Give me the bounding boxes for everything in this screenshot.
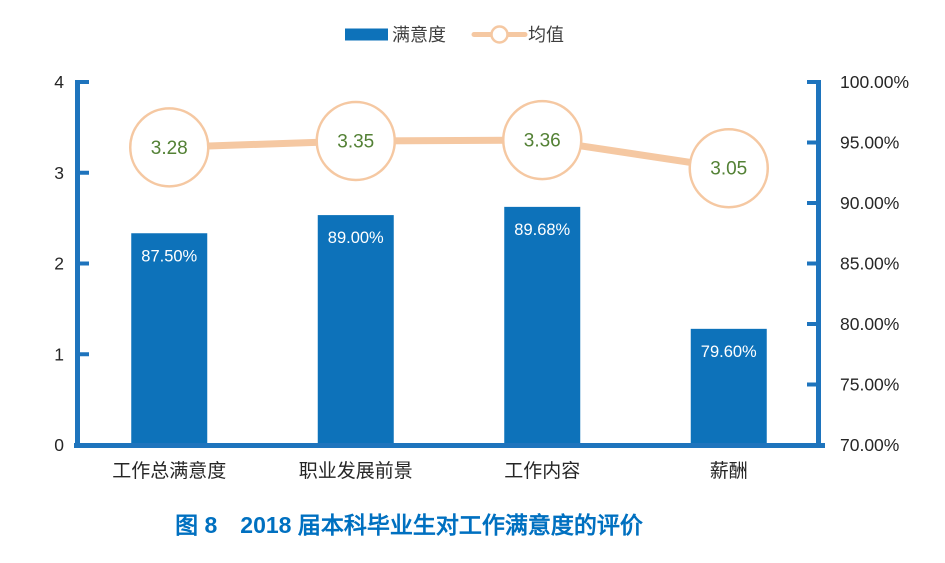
left-axis-tick-label-4: 4: [54, 72, 64, 92]
category-label-1: 职业发展前景: [299, 460, 413, 482]
mean-value-label-1: 3.35: [337, 131, 374, 152]
right-axis-tick-label-80: 80.00%: [840, 314, 899, 334]
category-label-2: 工作内容: [504, 460, 580, 482]
plot-area: 0 1 2 3 4 70.00% 75.00% 80.00% 85.00% 90.00% 95.00…: [54, 72, 909, 482]
mean-marker-3: [688, 127, 769, 209]
bar-value-label-1: 89.00%: [328, 229, 384, 247]
legend-bar-label: 满意度: [392, 25, 446, 45]
bar-value-label-3: 79.60%: [701, 343, 757, 361]
right-axis-tick-label-100: 100.00%: [840, 72, 909, 92]
bar-2: [504, 206, 581, 447]
bar-3: [690, 328, 767, 447]
mean-marker-2: [502, 99, 583, 181]
figure-caption: 图 8 2018 届本科毕业生对工作满意度的评价: [175, 512, 643, 538]
mean-value-label-0: 3.28: [151, 138, 188, 159]
mean-line: [165, 136, 733, 172]
left-axis-tick-label-3: 3: [54, 163, 64, 183]
right-axis-tick-label-70: 70.00%: [840, 435, 899, 455]
bar-value-label-0: 87.50%: [141, 247, 197, 265]
left-axis-tick-label-0: 0: [54, 435, 64, 455]
legend-line-marker-icon: [490, 25, 509, 44]
legend-bar-swatch: [345, 28, 388, 41]
bar-0: [131, 233, 208, 447]
mean-marker-0: [129, 107, 210, 188]
legend-line-label: 均值: [528, 25, 564, 45]
bar-1: [317, 215, 394, 447]
right-axis-tick-label-75: 75.00%: [840, 375, 899, 395]
mean-marker-1: [315, 100, 396, 182]
mean-value-label-3: 3.05: [710, 159, 747, 180]
right-axis-tick-label-90: 90.00%: [840, 193, 899, 213]
legend: 满意度 均值: [345, 25, 564, 45]
right-axis-tick-label-95: 95.00%: [840, 133, 899, 153]
category-label-0: 工作总满意度: [112, 460, 226, 482]
bar-value-label-2: 89.68%: [514, 221, 570, 239]
left-axis-tick-label-1: 1: [54, 344, 64, 364]
right-axis-tick-label-85: 85.00%: [840, 254, 899, 274]
mean-value-label-2: 3.36: [524, 131, 561, 152]
left-axis-tick-label-2: 2: [54, 254, 64, 274]
category-label-3: 薪酬: [710, 460, 748, 482]
